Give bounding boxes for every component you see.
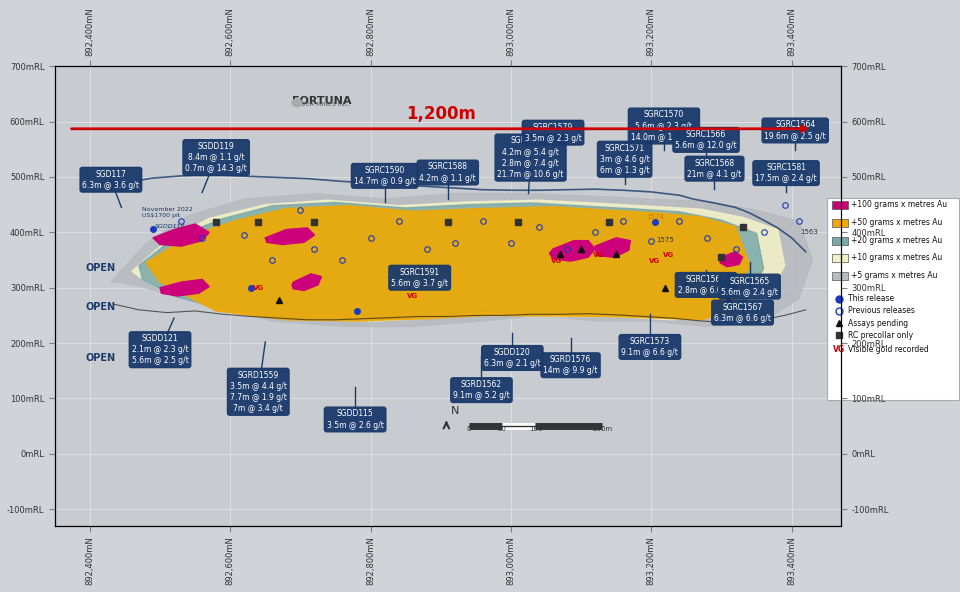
Text: OPEN: OPEN (85, 353, 115, 363)
Text: SILVER MINES INC.: SILVER MINES INC. (293, 102, 350, 108)
Text: 1575: 1575 (657, 237, 674, 243)
Text: SGRC1570
5.6m @ 2.3 g/t
14.0m @ 14.9 g/t: SGRC1570 5.6m @ 2.3 g/t 14.0m @ 14.9 g/t (631, 111, 697, 141)
Text: SGRD1559
3.5m @ 4.4 g/t
7.7m @ 1.9 g/t
7m @ 3.4 g/t: SGRD1559 3.5m @ 4.4 g/t 7.7m @ 1.9 g/t 7… (229, 371, 287, 413)
Polygon shape (153, 224, 209, 246)
Text: Visible gold recorded: Visible gold recorded (848, 345, 928, 354)
Text: SGRC1564
19.6m @ 2.5 g/t: SGRC1564 19.6m @ 2.5 g/t (764, 120, 826, 140)
Text: SGRC1565
5.6m @ 2.4 g/t: SGRC1565 5.6m @ 2.4 g/t (721, 276, 778, 297)
Text: SGRC1591
5.6m @ 3.7 g/t: SGRC1591 5.6m @ 3.7 g/t (391, 268, 448, 288)
Text: VG: VG (663, 252, 675, 258)
Text: SGRC1571
3m @ 4.6 g/t
6m @ 1.3 g/t: SGRC1571 3m @ 4.6 g/t 6m @ 1.3 g/t (600, 144, 650, 175)
Text: SGRC1568
21m @ 4.1 g/t: SGRC1568 21m @ 4.1 g/t (687, 159, 741, 179)
Text: November 2022
US$1700 pit: November 2022 US$1700 pit (142, 207, 193, 218)
Text: FORTUNA: FORTUNA (292, 95, 351, 105)
Bar (832, 219, 848, 227)
Text: SGRC1579
3.5m @ 2.3 g/t: SGRC1579 3.5m @ 2.3 g/t (524, 123, 582, 143)
Text: VG: VG (252, 285, 264, 291)
Text: SGRD1576
14m @ 9.9 g/t: SGRD1576 14m @ 9.9 g/t (543, 355, 598, 375)
Text: RC precollar only: RC precollar only (848, 331, 913, 340)
Text: VG: VG (407, 292, 419, 298)
Polygon shape (139, 202, 763, 320)
Text: SGDD121
2.1m @ 2.3 g/t
5.6m @ 2.5 g/t: SGDD121 2.1m @ 2.3 g/t 5.6m @ 2.5 g/t (132, 334, 188, 365)
Text: +10 grams x metres Au: +10 grams x metres Au (852, 253, 943, 262)
Text: 1574: 1574 (646, 214, 663, 220)
Text: SGDD120
6.3m @ 2.1 g/t: SGDD120 6.3m @ 2.1 g/t (484, 348, 540, 368)
Bar (832, 255, 848, 262)
Text: 200m: 200m (592, 426, 612, 432)
Polygon shape (111, 194, 813, 326)
Polygon shape (265, 228, 315, 244)
Text: Assays pending: Assays pending (848, 318, 908, 327)
Polygon shape (146, 206, 750, 321)
Text: SGRC1567
6.3m @ 6.6 g/t: SGRC1567 6.3m @ 6.6 g/t (714, 303, 771, 323)
Bar (832, 201, 848, 209)
Text: VG: VG (551, 258, 563, 264)
Text: SGRC1573
9.1m @ 6.6 g/t: SGRC1573 9.1m @ 6.6 g/t (621, 337, 679, 357)
FancyBboxPatch shape (827, 198, 959, 400)
Text: 0: 0 (467, 426, 471, 432)
Text: SGRC1581
17.5m @ 2.4 g/t: SGRC1581 17.5m @ 2.4 g/t (756, 163, 817, 183)
Text: 1,200m: 1,200m (406, 105, 476, 123)
Text: This release: This release (848, 294, 894, 303)
Text: +100 grams x metres Au: +100 grams x metres Au (852, 200, 948, 209)
Polygon shape (292, 274, 322, 291)
Text: SGRC1590
14.7m @ 0.9 g/t: SGRC1590 14.7m @ 0.9 g/t (353, 166, 416, 186)
Text: Previous releases: Previous releases (848, 307, 915, 316)
Bar (832, 237, 848, 244)
Text: SGD117
6.3m @ 3.6 g/t: SGD117 6.3m @ 3.6 g/t (83, 170, 139, 190)
Bar (832, 272, 848, 280)
Text: 1563: 1563 (801, 229, 818, 235)
Text: +20 grams x metres Au: +20 grams x metres Au (852, 236, 943, 244)
Text: +50 grams x metres Au: +50 grams x metres Au (852, 218, 943, 227)
Text: VG: VG (833, 345, 846, 354)
Text: VG: VG (593, 252, 604, 258)
Text: SGRC1572
4.2m @ 5.4 g/t
2.8m @ 7.4 g/t
21.7m @ 10.6 g/t: SGRC1572 4.2m @ 5.4 g/t 2.8m @ 7.4 g/t 2… (497, 136, 564, 179)
Polygon shape (132, 200, 784, 321)
Text: 100: 100 (529, 426, 542, 432)
Text: SGRD1562
9.1m @ 5.2 g/t: SGRD1562 9.1m @ 5.2 g/t (453, 380, 510, 400)
Text: SGRC1588
4.2m @ 1.1 g/t: SGRC1588 4.2m @ 1.1 g/t (420, 162, 476, 182)
Polygon shape (595, 238, 631, 258)
Text: VG: VG (649, 258, 660, 264)
Text: OPEN: OPEN (85, 263, 115, 273)
Text: SGRC1569
2.8m @ 6.0 g/t: SGRC1569 2.8m @ 6.0 g/t (678, 275, 734, 295)
Text: OPEN: OPEN (85, 302, 115, 312)
Text: 50: 50 (497, 426, 506, 432)
Polygon shape (549, 240, 595, 261)
Polygon shape (160, 279, 209, 296)
Text: SGDD115
3.5m @ 2.6 g/t: SGDD115 3.5m @ 2.6 g/t (326, 410, 384, 430)
Text: SGDD119
8.4m @ 1.1 g/t
0.7m @ 14.3 g/t: SGDD119 8.4m @ 1.1 g/t 0.7m @ 14.3 g/t (185, 142, 247, 173)
Text: +5 grams x metres Au: +5 grams x metres Au (852, 271, 938, 280)
Polygon shape (720, 252, 742, 266)
Text: SGDD116: SGDD116 (156, 224, 185, 230)
Text: SGRC1566
5.6m @ 12.0 g/t: SGRC1566 5.6m @ 12.0 g/t (675, 130, 737, 150)
Text: N: N (450, 407, 459, 417)
Circle shape (292, 99, 301, 107)
